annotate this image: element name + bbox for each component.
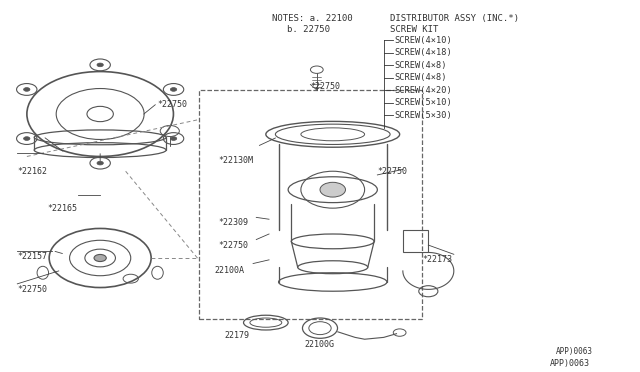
Circle shape: [170, 87, 177, 91]
Text: SCREW(5×10): SCREW(5×10): [394, 99, 452, 108]
Circle shape: [170, 137, 177, 140]
Text: SCREW(4×18): SCREW(4×18): [394, 48, 452, 57]
Text: DISTRIBUTOR ASSY (INC.*): DISTRIBUTOR ASSY (INC.*): [390, 14, 519, 23]
Circle shape: [24, 137, 30, 140]
Text: SCREW(4×8): SCREW(4×8): [394, 61, 447, 70]
Circle shape: [97, 161, 103, 165]
Text: *22750: *22750: [378, 167, 407, 176]
Text: *22173: *22173: [422, 255, 452, 264]
Text: *22162: *22162: [17, 167, 47, 176]
Text: 22179: 22179: [225, 331, 250, 340]
Text: APP)0063: APP)0063: [556, 347, 593, 356]
Text: *22309: *22309: [218, 218, 248, 227]
Text: *22750: *22750: [17, 285, 47, 294]
Text: *22165: *22165: [47, 203, 77, 213]
Bar: [403, 230, 428, 253]
Text: SCREW(5×30): SCREW(5×30): [394, 111, 452, 120]
Text: NOTES: a. 22100: NOTES: a. 22100: [272, 14, 353, 23]
Text: *22130M: *22130M: [218, 155, 253, 165]
Text: SCREW(4×20): SCREW(4×20): [394, 86, 452, 95]
Text: *22750: *22750: [157, 100, 188, 109]
Circle shape: [320, 182, 346, 197]
Circle shape: [94, 254, 106, 262]
Text: SCREW(4×10): SCREW(4×10): [394, 36, 452, 45]
Text: SCREW KIT: SCREW KIT: [390, 25, 438, 34]
Text: 22100A: 22100A: [215, 266, 245, 275]
Text: b. 22750: b. 22750: [287, 25, 330, 34]
Text: SCREW(4×8): SCREW(4×8): [394, 73, 447, 82]
Circle shape: [97, 63, 103, 67]
Text: 22100G: 22100G: [304, 340, 334, 349]
Text: *22157: *22157: [17, 251, 47, 261]
Text: *22750: *22750: [218, 241, 248, 250]
Circle shape: [24, 87, 30, 91]
Text: *22750: *22750: [310, 82, 340, 91]
Text: APP)0063: APP)0063: [549, 359, 589, 368]
